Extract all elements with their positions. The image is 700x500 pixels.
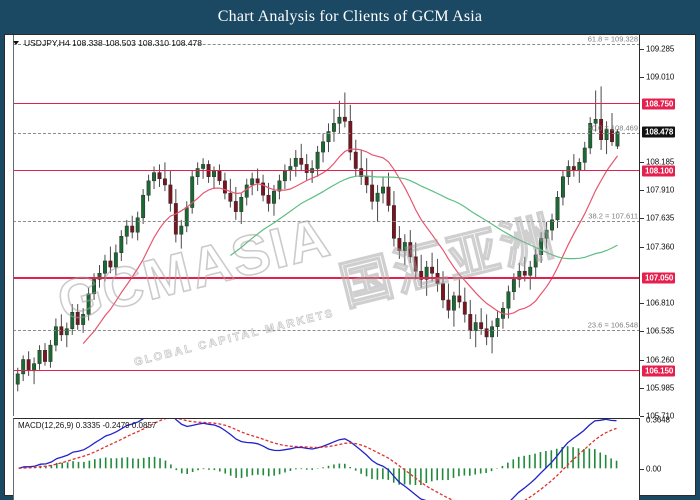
chevron-down-icon[interactable] — [13, 41, 19, 45]
price-axis-label: 106.810 — [646, 298, 675, 308]
macd-plot-svg — [18, 419, 618, 500]
macd-axis-label: 0.00 — [646, 464, 662, 474]
price-axis-label: 106.535 — [646, 326, 675, 336]
price-chart-pane[interactable]: GCMASIA GLOBAL CAPITAL MARKETS 国汇亚洲 61.8… — [13, 35, 640, 416]
price-axis-label: 108.185 — [646, 157, 675, 167]
price-axis-label: 106.260 — [646, 355, 675, 365]
price-axis-label: 105.710 — [646, 411, 675, 421]
price-axis-tick — [640, 359, 644, 361]
price-axis-tick — [640, 190, 644, 192]
price-axis-label: 109.285 — [646, 44, 675, 54]
macd-indicator-pane[interactable]: MACD(12,26,9) 0.3335 -0.2479 0.0857 — [13, 418, 640, 500]
fibonacci-level-label: 23.6 = 106.548 — [587, 320, 638, 330]
price-axis-label: 107.635 — [646, 213, 675, 223]
instrument-ohlc-text: USDJPY,H4 108.338 108.503 108.310 108.47… — [24, 38, 203, 48]
macd-axis-label: 0.3648 — [646, 415, 670, 425]
fibonacci-level-label: 50.0 = 108.469 — [587, 123, 638, 133]
price-axis-tick — [640, 161, 644, 163]
price-plot-svg — [15, 86, 620, 392]
price-level-badge[interactable]: 108.100 — [642, 165, 676, 177]
price-level-badge[interactable]: 106.150 — [642, 365, 676, 377]
page-title: Chart Analysis for Clients of GCM Asia — [217, 8, 483, 25]
price-axis-tick — [640, 246, 644, 248]
support-resistance-line[interactable] — [13, 277, 640, 279]
fibonacci-level-label: 61.8 = 109.328 — [587, 35, 638, 44]
price-level-badge[interactable]: 108.750 — [642, 98, 676, 110]
support-resistance-line[interactable] — [13, 369, 640, 372]
price-axis-label: 107.910 — [646, 185, 675, 195]
price-axis-label: 107.360 — [646, 242, 675, 252]
price-axis-label: 105.985 — [646, 383, 675, 393]
price-axis-tick — [640, 387, 644, 389]
instrument-header[interactable]: USDJPY,H4 108.338 108.503 108.310 108.47… — [13, 37, 202, 49]
chart-frame: GCMASIA GLOBAL CAPITAL MARKETS 国汇亚洲 61.8… — [4, 34, 696, 500]
price-axis-tick — [640, 303, 644, 305]
fibonacci-level-line[interactable] — [13, 132, 640, 134]
price-axis-tick — [640, 77, 644, 79]
window-title-bar: Chart Analysis for Clients of GCM Asia — [0, 0, 700, 34]
macd-axis-tick — [640, 469, 644, 471]
fibonacci-level-label: 38.2 = 107.611 — [588, 211, 638, 221]
support-resistance-line[interactable] — [13, 169, 640, 172]
price-axis[interactable]: 109.285 109.010 108.185 107.910 107.635 107.3… — [640, 35, 695, 421]
fibonacci-level-line[interactable] — [13, 44, 640, 46]
price-axis-label: 109.010 — [646, 72, 675, 82]
price-axis-tick — [640, 218, 644, 220]
price-axis-tick — [640, 48, 644, 50]
price-axis-tick — [640, 416, 644, 417]
fibonacci-level-line[interactable] — [13, 329, 640, 331]
price-level-badge[interactable]: 107.050 — [642, 272, 676, 284]
current-price-badge[interactable]: 108.478 — [642, 126, 676, 138]
fibonacci-level-line[interactable] — [13, 220, 640, 222]
price-axis-tick — [640, 331, 644, 333]
support-resistance-line[interactable] — [13, 102, 640, 105]
macd-legend-label: MACD(12,26,9) 0.3335 -0.2479 0.0857 — [18, 421, 157, 430]
